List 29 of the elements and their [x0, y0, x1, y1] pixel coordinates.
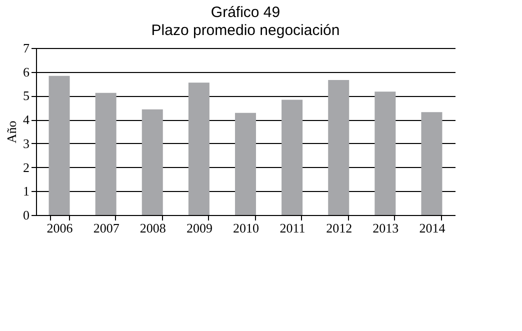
x-tick-label: 2006	[46, 220, 74, 236]
x-tick-label: 2014	[419, 220, 446, 236]
y-tick-label: 7	[23, 40, 30, 56]
x-tick-label: 2011	[280, 220, 306, 236]
y-axis-title: Año	[4, 120, 19, 144]
y-tick-label: 3	[23, 136, 30, 151]
chart-title: Gráfico 49	[210, 4, 280, 21]
x-tick-label: 2012	[326, 220, 352, 236]
y-tick-label: 6	[23, 64, 30, 80]
y-tick-label: 2	[23, 160, 30, 175]
bar	[142, 109, 163, 215]
x-tick-label: 2008	[140, 220, 166, 236]
bar	[328, 80, 350, 215]
bar	[235, 112, 256, 215]
bar	[374, 92, 396, 215]
bar	[188, 82, 210, 215]
bar	[48, 76, 70, 215]
y-tick-label: 4	[23, 112, 30, 128]
bar	[95, 92, 116, 215]
x-tick-label: 2009	[186, 220, 212, 236]
x-tick-label: 2013	[372, 220, 399, 236]
bar	[421, 112, 442, 215]
bar	[282, 100, 303, 215]
x-tick-label: 2010	[233, 220, 259, 236]
y-tick-label: 1	[23, 184, 30, 199]
chart-subtitle: Plazo promedio negociación	[151, 22, 340, 39]
y-tick-label: 0	[23, 208, 30, 222]
y-tick-label: 5	[23, 88, 30, 104]
x-tick-label: 2007	[93, 220, 120, 236]
